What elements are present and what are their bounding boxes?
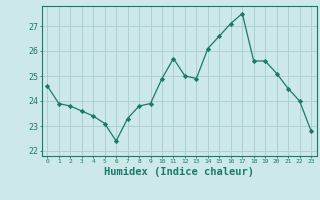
X-axis label: Humidex (Indice chaleur): Humidex (Indice chaleur) — [104, 167, 254, 177]
